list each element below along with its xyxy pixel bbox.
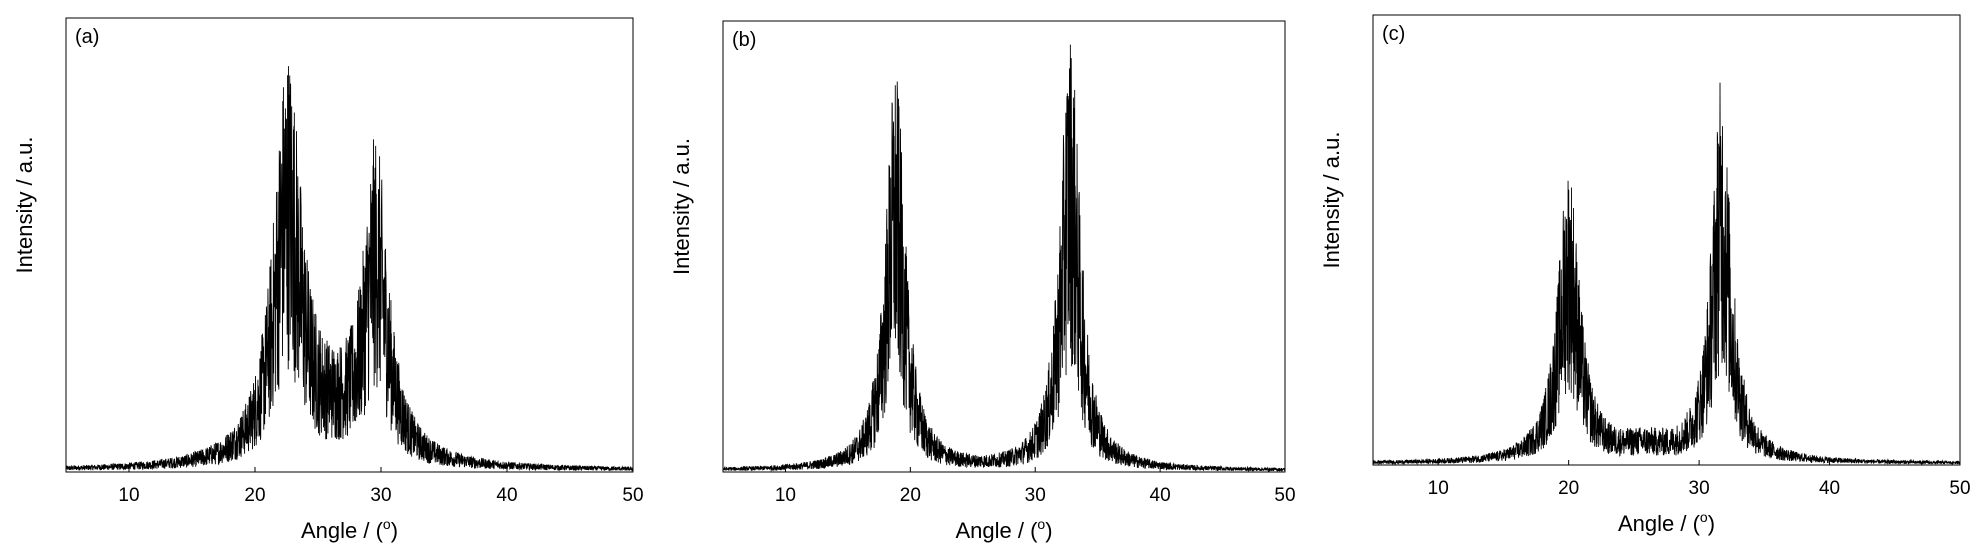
y-axis-title: Intensity / a.u.: [1319, 132, 1344, 269]
x-tick-label: 20: [900, 485, 921, 506]
panel-label: (b): [732, 29, 756, 51]
x-axis-title: Angle / (o): [301, 516, 398, 543]
y-axis-title: Intensity / a.u.: [669, 138, 694, 275]
x-tick-label: 30: [1025, 485, 1046, 506]
y-axis-title: Intensity / a.u.: [12, 137, 37, 274]
x-tick-label: 50: [1274, 485, 1295, 506]
x-tick-label: 10: [1428, 478, 1449, 499]
panel-label: (c): [1382, 23, 1405, 45]
series-line: [1372, 82, 1961, 466]
x-tick-label: 10: [775, 485, 796, 506]
plot-frame: [65, 17, 634, 473]
panel-label: (a): [75, 26, 99, 48]
x-tick-label: 50: [1949, 478, 1970, 499]
chart-panel-1: 10 20 30 40 50 (b) Angle / (o) Intensity / a.u.: [669, 20, 1296, 543]
x-axis-title: Angle / (o): [1618, 509, 1715, 536]
chart-panel-2: 10 20 30 40 50 (c) Angle / (o) Intensity / a.u.: [1319, 14, 1971, 536]
plot-frame: [1372, 14, 1961, 466]
x-tick-label: 30: [1689, 478, 1710, 499]
plot-frame: [722, 20, 1286, 473]
x-tick-label: 10: [118, 485, 139, 506]
x-tick-label: 30: [370, 485, 391, 506]
x-tick-label: 20: [244, 485, 265, 506]
x-tick-label: 20: [1558, 478, 1579, 499]
series-line: [722, 44, 1286, 473]
x-tick-label: 40: [1819, 478, 1840, 499]
series-line: [65, 66, 634, 472]
x-tick-label: 40: [496, 485, 517, 506]
x-tick-label: 50: [622, 485, 643, 506]
x-tick-label: 40: [1150, 485, 1171, 506]
x-axis-title: Angle / (o): [955, 516, 1052, 543]
chart-panel-0: 10 20 30 40 50 (a) Angle / (o) Intensity / a.u.: [12, 17, 644, 543]
